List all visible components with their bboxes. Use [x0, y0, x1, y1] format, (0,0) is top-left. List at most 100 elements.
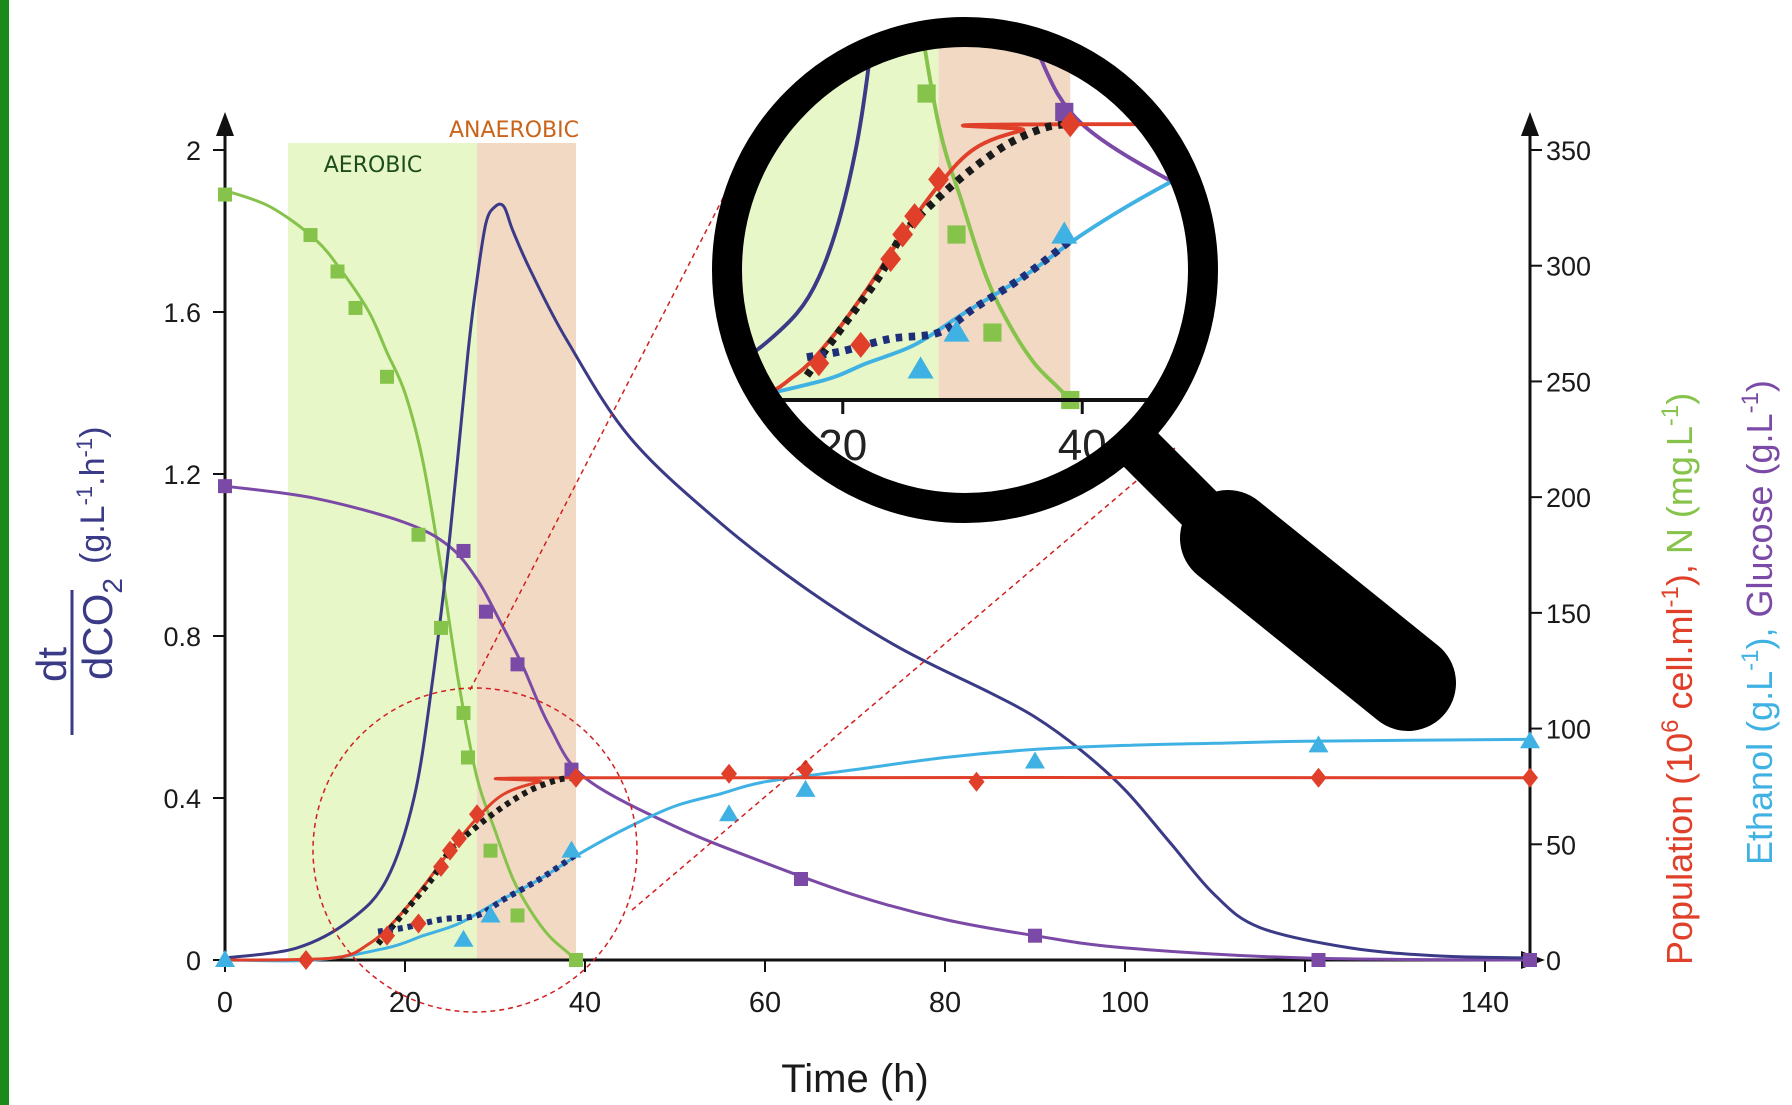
zoom-connector-bottom	[631, 447, 1176, 911]
right-axis-label-2: Ethanol (g.L-1), Glucose (g.L-1)	[1737, 380, 1780, 865]
anaerobic-label: ANAEROBIC	[449, 118, 579, 143]
population-point	[880, 246, 902, 273]
ethanol-model-dotted	[377, 852, 578, 935]
right-tick-label: 300	[1546, 252, 1591, 282]
ethanol-point	[795, 779, 816, 797]
ethanol-point	[1520, 731, 1540, 749]
ethanol-point	[719, 804, 739, 822]
ethanol-point	[943, 319, 970, 342]
svg-text:Ethanol (g.L-1), Glucose (g.L-: Ethanol (g.L-1), Glucose (g.L-1)	[1737, 380, 1780, 865]
left-tick-label: 0.4	[163, 784, 201, 814]
population-point	[1059, 111, 1081, 138]
co2-rate-curve	[223, 202, 1532, 960]
nitrogen-point	[348, 300, 363, 315]
nitrogen-point	[461, 750, 475, 765]
population-point	[701, 387, 722, 413]
population-model-dotted	[375, 774, 577, 946]
right-tick-label: 350	[1546, 136, 1591, 166]
population-point	[1522, 767, 1538, 788]
ethanol-point	[1308, 735, 1329, 753]
glucose-point	[1361, 268, 1379, 286]
nitrogen-point	[411, 527, 426, 542]
aerobic-region	[288, 143, 477, 960]
main-plot	[215, 187, 1540, 970]
glucose-point	[1311, 953, 1326, 967]
population-point	[1365, 99, 1386, 125]
population-point	[808, 350, 830, 377]
glucose-curve	[223, 484, 1532, 962]
population-point	[892, 221, 914, 248]
zoom-indicator	[312, 164, 1176, 1013]
glucose-point	[479, 604, 493, 619]
population-point	[410, 913, 427, 934]
magnifier: 20 40	[701, 17, 1690, 731]
glucose-point	[456, 543, 471, 558]
right-tick-label: 50	[1546, 830, 1576, 860]
right-tick-label: 250	[1546, 367, 1591, 397]
nitrogen-point	[456, 705, 471, 720]
population-point	[797, 759, 814, 780]
x-tick-label: 40	[569, 987, 601, 1019]
ethanol-point	[1051, 221, 1078, 244]
right-tick-label: 0	[1546, 946, 1561, 976]
left-tick-label: 0	[186, 946, 201, 976]
right-tick-label: 150	[1546, 599, 1591, 629]
glucose-point	[1028, 928, 1042, 943]
svg-text:dCO2: dCO2	[74, 578, 128, 680]
nitrogen-point	[569, 953, 583, 967]
glucose-point	[1672, 354, 1690, 372]
x-tick-label: 80	[929, 987, 961, 1019]
ethanol-point	[907, 356, 934, 379]
left-axis-arrow	[216, 112, 234, 136]
population-point	[568, 767, 584, 788]
svg-text:(g.L-1.h-1): (g.L-1.h-1)	[72, 427, 112, 564]
right-axis-label-1: Population (106 cell.ml-1), N (mg.L-1)	[1657, 393, 1700, 965]
population-curve	[223, 775, 1532, 962]
ethanol-point	[1261, 166, 1287, 188]
left-accent-bar	[0, 0, 9, 1105]
ethanol-model-dotted	[806, 237, 1073, 361]
left-tick-label: 1.2	[163, 460, 201, 490]
population-point	[850, 331, 872, 358]
aerobic-label: AEROBIC	[324, 153, 423, 178]
x-tick-label: 100	[1101, 987, 1149, 1019]
magnifier-handle	[1180, 490, 1456, 731]
nitrogen-point	[303, 228, 318, 243]
left-axis-label: dCO2 dt (g.L-1.h-1)	[28, 427, 128, 735]
nitrogen-point	[947, 225, 966, 244]
nitrogen-point	[510, 908, 525, 923]
population-point	[968, 771, 985, 792]
ethanol-point	[215, 950, 235, 967]
ethanol-point	[1025, 751, 1045, 769]
x-tick-label: 0	[217, 987, 233, 1019]
phase-regions	[288, 143, 576, 960]
population-point	[1310, 767, 1327, 788]
nitrogen-point	[983, 323, 1002, 342]
nitrogen-curve	[741, 46, 1073, 402]
right-tick-label: 200	[1546, 483, 1591, 513]
nitrogen-point	[218, 187, 232, 202]
nitrogen-point	[380, 369, 394, 384]
ethanol-point	[561, 840, 582, 858]
population-point	[469, 804, 485, 825]
nitrogen-point	[483, 843, 498, 858]
glucose-point	[218, 479, 232, 494]
glucose-point	[510, 657, 525, 672]
population-point	[451, 828, 467, 849]
lens-ring	[712, 17, 1218, 523]
right-axis-arrow	[1521, 112, 1539, 136]
x-tick-label: 120	[1281, 987, 1329, 1019]
x-tick-label: 20	[389, 987, 421, 1019]
population-point	[721, 763, 737, 784]
right-tick-label: 100	[1546, 715, 1591, 745]
tick-labels: 0 20 40 60 80 100 120 14000.40.81.21.6205010015…	[163, 136, 1591, 1019]
x-tick-label: 140	[1461, 987, 1509, 1019]
svg-text:dt: dt	[28, 647, 75, 682]
population-point	[928, 166, 949, 193]
left-tick-label: 0.8	[163, 622, 201, 652]
left-tick-label: 1.6	[163, 298, 201, 328]
nitrogen-point	[434, 620, 448, 635]
x-axis-label: Time (h)	[781, 1057, 928, 1101]
ethanol-point	[1363, 130, 1389, 152]
